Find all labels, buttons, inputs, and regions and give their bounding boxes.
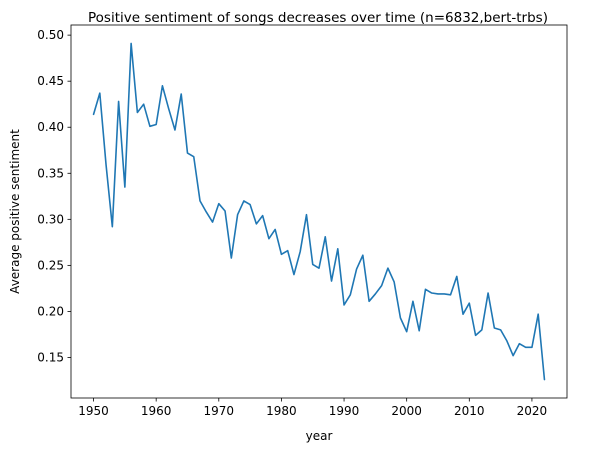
x-tick-label: 2000: [391, 404, 422, 418]
y-axis-label: Average positive sentiment: [8, 129, 22, 294]
x-tick-label: 2010: [454, 404, 485, 418]
y-tick-label: 0.30: [37, 212, 64, 226]
x-tick-label: 1990: [329, 404, 360, 418]
plot-area: [92, 42, 546, 381]
x-tick-label: 2020: [517, 404, 548, 418]
sentiment-series-line: [92, 42, 546, 381]
chart-title: Positive sentiment of songs decreases ov…: [88, 10, 548, 26]
x-tick-label: 1980: [266, 404, 297, 418]
y-tick-label: 0.45: [37, 74, 64, 88]
plot-frame: [70, 24, 568, 399]
x-tick-label: 1960: [141, 404, 172, 418]
y-tick-label: 0.35: [37, 166, 64, 180]
y-tick-label: 0.50: [37, 28, 64, 42]
x-tick-label: 1950: [78, 404, 109, 418]
y-tick-label: 0.40: [37, 120, 64, 134]
y-axis: 0.15 0.20 0.25 0.30 0.35 0.40 0.45 0.50: [37, 28, 71, 364]
y-tick-label: 0.15: [37, 350, 64, 364]
y-tick-label: 0.20: [37, 304, 64, 318]
x-axis-label: year: [306, 429, 333, 443]
x-tick-label: 1970: [204, 404, 235, 418]
y-tick-label: 0.25: [37, 258, 64, 272]
x-axis: 1950 1960 1970 1980 1990 2000 2010 2020: [78, 398, 547, 418]
